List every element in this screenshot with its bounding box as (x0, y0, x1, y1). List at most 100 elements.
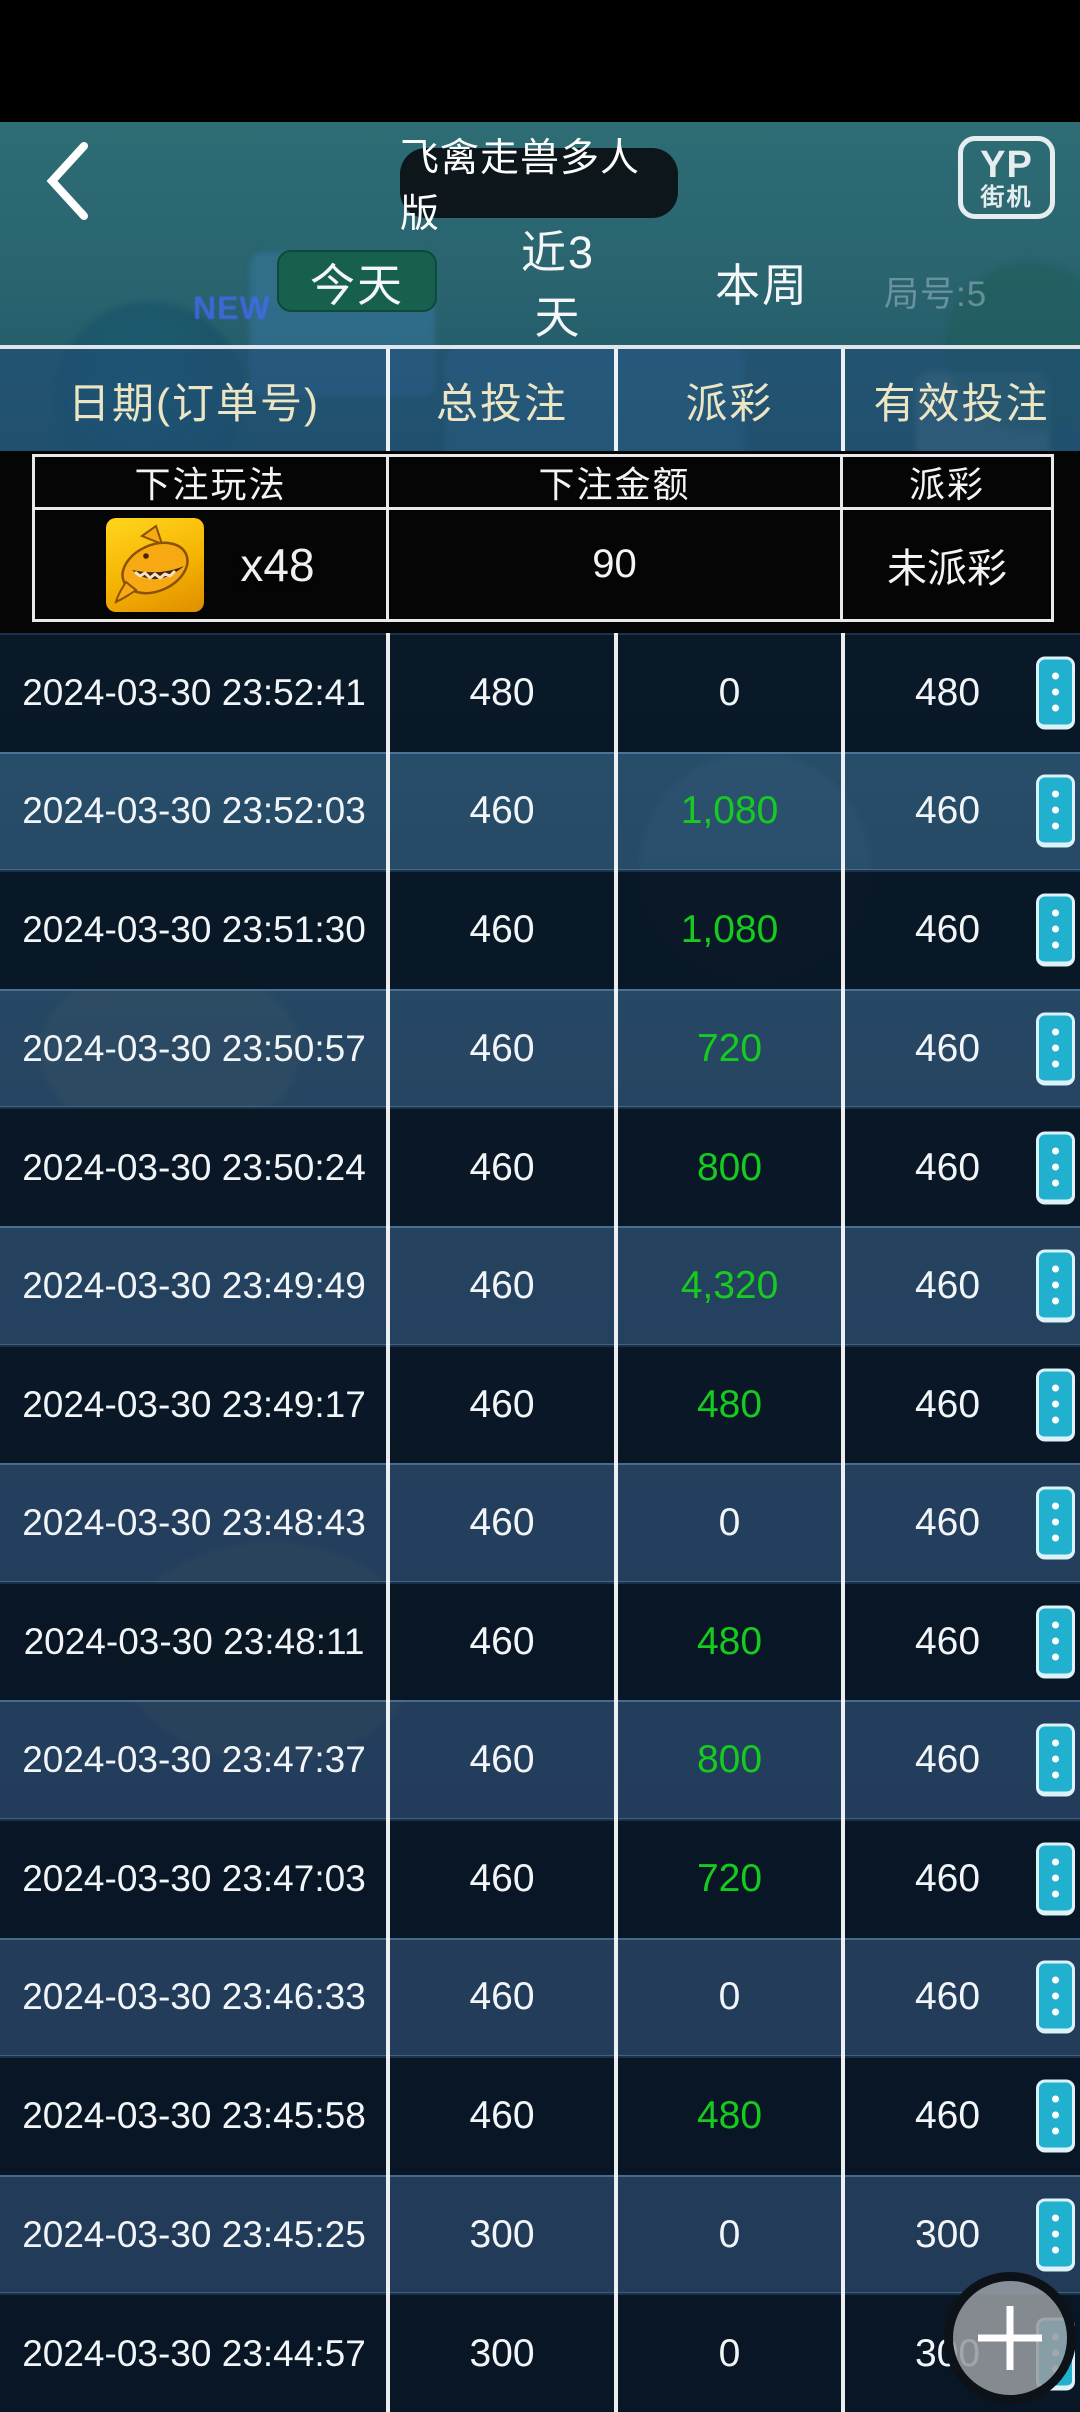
row-total-bet: 460 (469, 1857, 535, 1901)
row-datetime: 2024-03-30 23:50:57 (22, 1027, 366, 1069)
table-row: 2024-03-30 23:49:49 460 4,320 460 (0, 1225, 1080, 1345)
row-menu-button[interactable] (1036, 2198, 1075, 2272)
add-floating-button[interactable] (944, 2272, 1076, 2404)
tab-last-3-days[interactable]: 近3天 (498, 227, 618, 343)
bet-detail-table: 下注玩法 下注金额 派彩 x48 90 未派彩 (32, 454, 1054, 622)
status-bar (0, 0, 1080, 122)
row-valid-bet: 460 (914, 1620, 981, 1664)
detail-header-bet-amount: 下注金额 (386, 457, 840, 507)
table-row: 2024-03-30 23:50:24 460 800 460 (0, 1107, 1080, 1226)
table-row: 2024-03-30 23:44:573000300 (0, 2293, 1080, 2412)
row-datetime: 2024-03-30 23:47:37 (22, 1739, 366, 1781)
column-header-valid-bet: 有效投注 (873, 379, 1050, 427)
shark-icon (106, 517, 205, 612)
row-menu-button[interactable] (1036, 1131, 1075, 1205)
row-valid-bet: 460 (914, 1026, 981, 1070)
page-title: 飞禽走兽多人版 (400, 137, 678, 236)
row-payout: 800 (696, 1145, 763, 1189)
watermark-line2: 街机 (980, 183, 1033, 211)
row-total-bet: 460 (469, 789, 535, 833)
plus-icon (1006, 2306, 1014, 2370)
row-payout: 800 (696, 1738, 763, 1782)
row-valid-bet: 480 (914, 671, 981, 715)
row-total-bet: 460 (469, 1026, 535, 1070)
row-datetime: 2024-03-30 23:51:30 (22, 909, 366, 951)
column-header-date: 日期(订单号) (68, 379, 320, 427)
detail-payout-status: 未派彩 (840, 507, 1051, 619)
row-menu-button[interactable] (1036, 1605, 1075, 1679)
row-total-bet: 460 (469, 1500, 535, 1544)
detail-bet-amount: 90 (386, 507, 840, 619)
detail-header-play-type: 下注玩法 (35, 457, 386, 507)
row-payout: 1,080 (680, 908, 779, 952)
detail-play-type-cell: x48 (35, 507, 386, 619)
table-row: 2024-03-30 23:45:25 300 0 300 (0, 2174, 1080, 2294)
tab-today[interactable]: 今天 (277, 250, 437, 312)
row-datetime: 2024-03-30 23:45:25 (22, 2213, 366, 2255)
detail-header-payout: 派彩 (840, 457, 1051, 507)
column-divider (386, 349, 390, 451)
row-menu-button[interactable] (1036, 1842, 1075, 1916)
column-divider (614, 349, 618, 451)
row-valid-bet: 460 (914, 1145, 981, 1189)
row-payout: 4,320 (680, 1263, 779, 1307)
row-valid-bet: 460 (914, 1975, 981, 2019)
row-valid-bet: 460 (914, 1500, 981, 1544)
row-total-bet: 480 (469, 671, 535, 715)
row-menu-button[interactable] (1036, 656, 1075, 730)
row-total-bet: 460 (469, 1975, 535, 2019)
history-rows: 2024-03-30 23:52:41 480 0 480 2024-03-30 23:… (0, 633, 1080, 2412)
row-payout: 0 (718, 1500, 741, 1544)
tab-this-week[interactable]: 本周 (712, 250, 812, 312)
column-divider (614, 633, 618, 2412)
column-header-total-bet: 总投注 (435, 379, 568, 427)
row-valid-bet: 460 (914, 1382, 981, 1426)
row-menu-button[interactable] (1036, 1012, 1075, 1086)
table-row: 2024-03-30 23:52:03 460 1,080 460 (0, 751, 1080, 871)
table-row: 2024-03-30 23:48:11 460 480 460 (0, 1581, 1080, 1701)
column-header-payout: 派彩 (685, 379, 774, 427)
row-payout: 0 (718, 671, 741, 715)
background-new-badge: NEW (193, 290, 271, 326)
watermark-line1: YP (980, 143, 1033, 186)
row-menu-button[interactable] (1036, 1723, 1075, 1797)
row-menu-button[interactable] (1036, 1368, 1075, 1442)
row-menu-button[interactable] (1036, 1486, 1075, 1560)
row-valid-bet: 460 (914, 789, 981, 833)
row-datetime: 2024-03-30 23:45:58 (22, 2095, 366, 2137)
row-valid-bet: 300 (914, 2212, 981, 2256)
row-valid-bet: 460 (914, 2094, 981, 2138)
row-total-bet: 300 (469, 2212, 535, 2256)
row-menu-button[interactable] (1036, 1960, 1075, 2034)
date-range-tabs: 今天 近3天 本周 (0, 227, 1080, 343)
row-menu-button[interactable] (1036, 893, 1075, 967)
chevron-left-icon (36, 142, 102, 227)
round-number-label: 局号:5 (884, 275, 988, 314)
table-row: 2024-03-30 23:48:43 460 0 460 (0, 1463, 1080, 1582)
row-valid-bet: 460 (914, 908, 981, 952)
row-total-bet: 460 (469, 2094, 535, 2138)
row-payout: 480 (696, 1382, 763, 1426)
row-payout: 1,080 (680, 789, 779, 833)
row-datetime: 2024-03-30 23:49:17 (22, 1383, 366, 1425)
row-payout: 720 (696, 1857, 763, 1901)
row-menu-button[interactable] (1036, 774, 1075, 848)
row-menu-button[interactable] (1036, 2079, 1075, 2153)
row-payout: 0 (718, 1975, 741, 2019)
row-menu-button[interactable] (1036, 1249, 1075, 1323)
table-row: 2024-03-30 23:50:57 460 720 460 (0, 988, 1080, 1108)
row-datetime: 2024-03-30 23:49:49 (22, 1264, 366, 1306)
table-row: 2024-03-30 23:47:37 460 800 460 (0, 1700, 1080, 1819)
table-row: 2024-03-30 23:51:30 460 1,080 460 (0, 870, 1080, 989)
back-button[interactable] (36, 138, 102, 224)
column-divider (841, 633, 845, 2412)
table-row: 2024-03-30 23:49:17 460 480 460 (0, 1344, 1080, 1464)
row-payout: 0 (718, 2331, 741, 2375)
table-row: 2024-03-30 23:47:03 460 720 460 (0, 1818, 1080, 1938)
row-datetime: 2024-03-30 23:44:57 (22, 2332, 366, 2374)
row-total-bet: 460 (469, 1382, 535, 1426)
row-payout: 480 (696, 1620, 763, 1664)
row-total-bet: 460 (469, 1145, 535, 1189)
row-datetime: 2024-03-30 23:52:41 (22, 672, 366, 714)
